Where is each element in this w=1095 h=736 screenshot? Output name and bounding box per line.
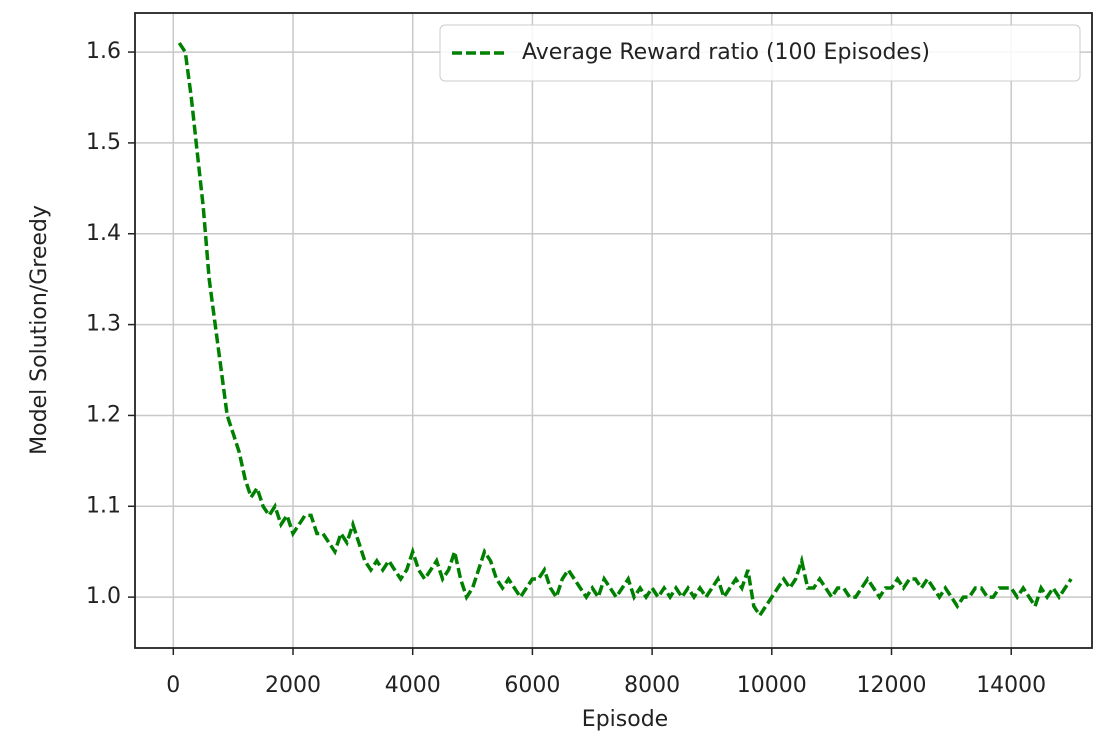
x-tick-label: 0 [166,673,180,698]
x-tick-label: 12000 [857,673,927,698]
y-tick-label: 1.5 [86,130,121,155]
x-axis-label: Episode [582,707,668,732]
y-tick-label: 1.2 [86,402,121,427]
line-series [177,42,1073,619]
x-tick-label: 8000 [624,673,680,698]
x-tick-label: 4000 [385,673,441,698]
plot-frame [134,12,1093,649]
y-tick-label: 1.4 [86,221,121,246]
x-tick-label: 10000 [737,673,807,698]
x-tick-label: 6000 [504,673,560,698]
y-tick-label: 1.3 [86,312,121,337]
x-tick-label: 2000 [265,673,321,698]
y-tick-label: 1.1 [86,493,121,518]
legend-label: Average Reward ratio (100 Episodes) [522,40,930,65]
y-axis-label: Model Solution/Greedy [27,205,52,455]
y-tick-label: 1.6 [86,39,121,64]
x-tick-label: 14000 [976,673,1046,698]
y-tick-label: 1.0 [86,584,121,609]
legend-box [439,24,1081,82]
